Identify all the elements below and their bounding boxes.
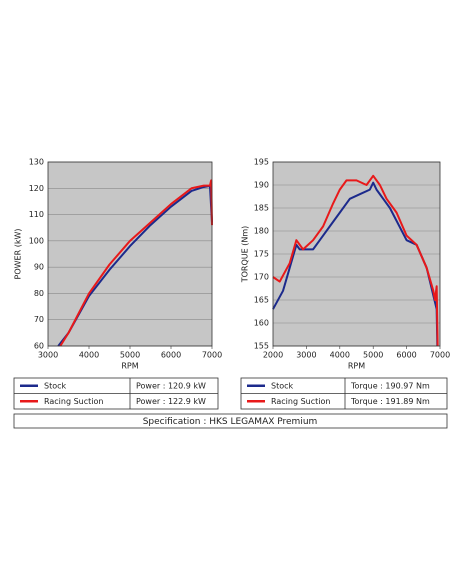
spec-box [13, 413, 448, 429]
x-tick-label: 3000 [296, 351, 316, 360]
y-tick-label: 130 [29, 158, 44, 167]
y-tick-label: 120 [29, 184, 44, 193]
legend-label: Stock [44, 381, 67, 390]
legend-value: Power : 122.9 kW [136, 397, 206, 406]
series-line [272, 174, 439, 347]
series-line [59, 179, 213, 347]
x-tick-label: 2000 [263, 351, 283, 360]
x-tick-label: 7000 [430, 351, 450, 360]
x-axis-title: RPM [121, 362, 138, 371]
x-axis-title: RPM [348, 362, 365, 371]
y-tick-label: 80 [34, 289, 44, 298]
legend-value: Power : 120.9 kW [136, 381, 206, 390]
y-tick-label: 90 [34, 263, 44, 272]
y-tick-label: 165 [254, 296, 269, 305]
y-tick-label: 175 [254, 250, 269, 259]
y-tick-label: 60 [34, 342, 44, 351]
x-tick-label: 4000 [79, 351, 99, 360]
specification: Specification : HKS LEGAMAX Premium [143, 417, 318, 427]
y-tick-label: 170 [254, 273, 269, 282]
y-axis-title: POWER (kW) [14, 229, 23, 280]
y-tick-label: 155 [254, 342, 269, 351]
y-tick-label: 70 [34, 315, 44, 324]
y-tick-label: 100 [29, 236, 44, 245]
legend-label: Racing Suction [44, 397, 103, 406]
y-tick-label: 195 [254, 158, 269, 167]
plot-area [48, 162, 212, 346]
x-tick-label: 4000 [330, 351, 350, 360]
legend-value: Torque : 190.97 Nm [350, 381, 430, 390]
x-tick-label: 7000 [202, 351, 222, 360]
x-tick-label: 6000 [396, 351, 416, 360]
plot-border [272, 161, 441, 347]
y-tick-label: 185 [254, 204, 269, 213]
x-tick-label: 3000 [38, 351, 58, 360]
plot-border [47, 161, 213, 347]
x-tick-label: 5000 [363, 351, 383, 360]
y-tick-label: 180 [254, 227, 269, 236]
legend-label: Racing Suction [271, 397, 330, 406]
y-tick-label: 160 [254, 319, 269, 328]
y-tick-label: 110 [29, 210, 44, 219]
y-tick-label: 190 [254, 181, 269, 190]
legend-label: Stock [271, 381, 294, 390]
y-axis-title: TORQUE (Nm) [241, 226, 250, 284]
x-tick-label: 5000 [120, 351, 140, 360]
legend-value: Torque : 191.89 Nm [350, 397, 430, 406]
x-tick-label: 6000 [161, 351, 181, 360]
